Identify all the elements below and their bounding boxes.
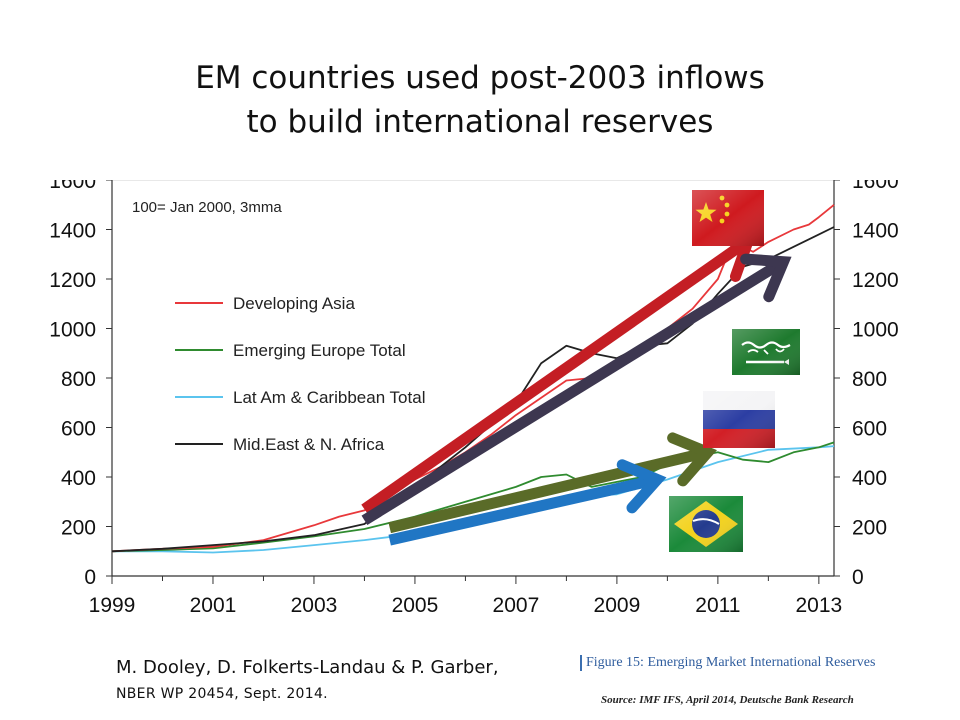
y-tick-label-left: 0 [84, 566, 96, 589]
trend-arrow [388, 459, 667, 546]
x-tick-label: 2009 [594, 594, 641, 617]
y-tick-label-left: 1200 [49, 269, 96, 292]
y-tick-label-right: 600 [852, 418, 887, 441]
saudi-arabia-flag-icon [732, 329, 800, 375]
y-tick-label-right: 1000 [852, 319, 899, 342]
y-tick-label-right: 1400 [852, 220, 899, 243]
reserves-chart: 1999 2001 2003 2005 2007 2009 2011 2013 0 0 200 200… [49, 180, 899, 617]
x-tick-label: 1999 [89, 594, 136, 617]
legend-label-developing-asia: Developing Asia [233, 294, 355, 313]
citation-paper: NBER WP 20454, Sept. 2014. [116, 686, 328, 702]
y-tick-label-left: 200 [61, 517, 96, 540]
figure-caption: Figure 15: Emerging Market International… [580, 655, 875, 671]
trend-arrow-shaft [361, 236, 752, 514]
citation: M. Dooley, D. Folkerts-Landau & P. Garbe… [116, 656, 499, 706]
x-tick-label: 2013 [795, 594, 842, 617]
x-tick-label: 2001 [190, 594, 237, 617]
y-tick-label-left: 400 [61, 467, 96, 490]
citation-authors: M. Dooley, D. Folkerts-Landau & P. Garbe… [116, 657, 499, 678]
y-tick-label-left: 800 [61, 368, 96, 391]
trend-arrow-shaft [388, 446, 710, 534]
y-tick-label-left: 1600 [49, 180, 96, 193]
slide-title-line2: to build international reserves [246, 104, 714, 140]
trend-arrow-head [616, 459, 667, 514]
y-tick-label-right: 200 [852, 517, 887, 540]
trend-arrow-head [667, 432, 717, 487]
series-line-developing-asia [111, 204, 835, 553]
y-tick-label-right: 1200 [852, 269, 899, 292]
figure-source: Source: IMF IFS, April 2014, Deutsche Ba… [601, 694, 854, 706]
x-tick-label: 2005 [392, 594, 439, 617]
y-tick-label-right: 0 [852, 566, 864, 589]
legend-label-lat-am: Lat Am & Caribbean Total [233, 388, 425, 407]
y-tick-label-left: 600 [61, 418, 96, 441]
x-tick-label: 2003 [291, 594, 338, 617]
legend-label-emerging-europe: Emerging Europe Total [233, 341, 406, 360]
trend-arrow [388, 432, 717, 534]
x-tick-label: 2011 [695, 594, 740, 617]
trend-arrow [361, 253, 792, 525]
y-tick-label-left: 1000 [49, 319, 96, 342]
trend-arrow-shaft [361, 256, 787, 525]
y-tick-label-right: 1600 [852, 180, 899, 193]
y-tick-label-right: 400 [852, 467, 887, 490]
china-flag-icon [692, 190, 764, 246]
russia-flag-icon [703, 391, 775, 448]
trend-arrow-head [740, 253, 792, 303]
brazil-flag-icon [669, 496, 743, 552]
chart-note: 100= Jan 2000, 3mma [132, 199, 282, 216]
slide-title-line1: EM countries used post-2003 inflows [195, 60, 765, 96]
trend-arrow-shaft [388, 474, 659, 546]
axes: 1999 2001 2003 2005 2007 2009 2011 2013 0 0 200 200… [49, 180, 899, 617]
legend: Developing Asia Emerging Europe Total La… [175, 294, 425, 454]
y-tick-label-left: 1400 [49, 220, 96, 243]
slide-title: EM countries used post-2003 inflows to b… [0, 56, 960, 144]
y-tick-label-right: 800 [852, 368, 887, 391]
trend-arrows [361, 234, 792, 546]
x-tick-label: 2007 [493, 594, 540, 617]
legend-label-mideast: Mid.East & N. Africa [233, 435, 385, 454]
